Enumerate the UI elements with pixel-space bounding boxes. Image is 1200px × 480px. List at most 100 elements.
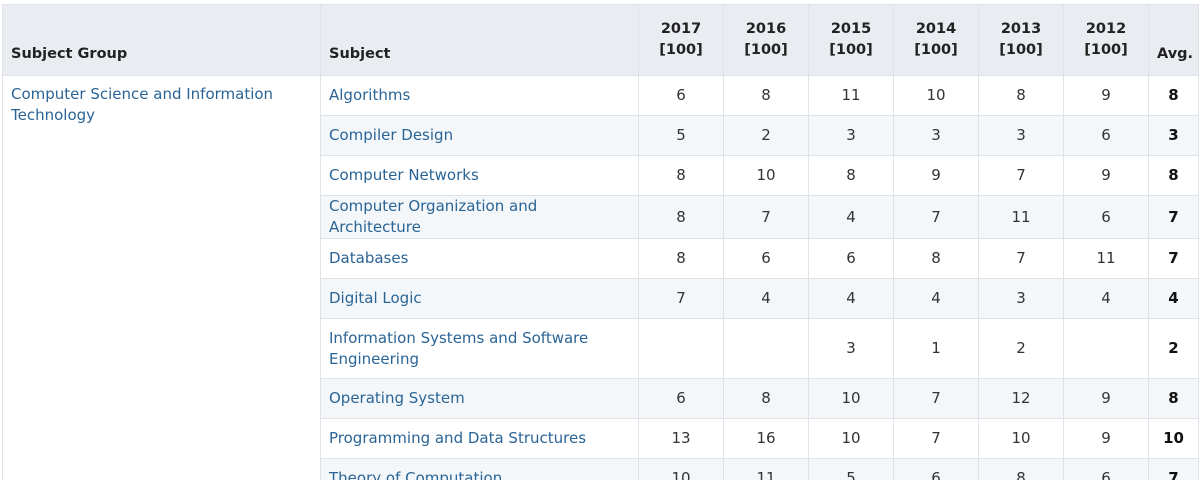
value-cell: 10 bbox=[808, 378, 894, 419]
value-cell: 9 bbox=[893, 155, 979, 196]
value-cell: 8 bbox=[808, 155, 894, 196]
value-cell: 8 bbox=[638, 195, 724, 239]
value-cell: 6 bbox=[723, 238, 809, 279]
value-cell: 6 bbox=[638, 75, 724, 116]
value-cell: 2 bbox=[723, 115, 809, 156]
subject-link-information-systems[interactable]: Information Systems and Software Enginee… bbox=[329, 328, 589, 368]
value-cell: 9 bbox=[1063, 75, 1149, 116]
value-cell: 1 bbox=[893, 318, 979, 379]
value-cell: 9 bbox=[1063, 418, 1149, 459]
average-cell: 7 bbox=[1148, 238, 1199, 279]
value-cell: 8 bbox=[978, 458, 1064, 480]
header-year-2016: 2016 [100] bbox=[723, 4, 809, 76]
average-cell: 7 bbox=[1148, 458, 1199, 480]
subject-link-operating-system[interactable]: Operating System bbox=[329, 389, 465, 407]
value-cell: 11 bbox=[808, 75, 894, 116]
value-cell: 6 bbox=[1063, 115, 1149, 156]
subject-cell: Programming and Data Structures bbox=[320, 418, 639, 459]
value-cell: 6 bbox=[893, 458, 979, 480]
subject-group-link[interactable]: Computer Science and Information Technol… bbox=[11, 85, 274, 124]
value-cell bbox=[723, 318, 809, 379]
average-cell: 2 bbox=[1148, 318, 1199, 379]
header-max-marks: [100] bbox=[829, 42, 873, 58]
header-max-marks: [100] bbox=[914, 42, 958, 58]
subject-cell: Operating System bbox=[320, 378, 639, 419]
table-row: Theory of Computation 10 11 5 6 8 6 7 bbox=[3, 458, 1199, 480]
subject-link-digital-logic[interactable]: Digital Logic bbox=[329, 289, 422, 307]
value-cell: 4 bbox=[723, 278, 809, 319]
table-row: Computer Science and Information Technol… bbox=[2, 75, 1199, 480]
average-cell: 3 bbox=[1148, 115, 1199, 156]
value-cell: 4 bbox=[1063, 278, 1149, 319]
value-cell: 8 bbox=[638, 155, 724, 196]
subject-cell: Compiler Design bbox=[320, 115, 639, 156]
subject-cell: Information Systems and Software Enginee… bbox=[320, 318, 639, 379]
subject-cell: Computer Networks bbox=[320, 155, 639, 196]
value-cell: 2 bbox=[978, 318, 1064, 379]
table-row: Operating System 6 8 10 7 12 9 8 bbox=[3, 378, 1199, 419]
average-cell: 10 bbox=[1148, 418, 1199, 459]
value-cell: 3 bbox=[893, 115, 979, 156]
header-year: 2013 bbox=[1000, 21, 1042, 37]
subject-link-programming-data-structures[interactable]: Programming and Data Structures bbox=[329, 429, 587, 447]
value-cell: 3 bbox=[978, 115, 1064, 156]
value-cell: 16 bbox=[723, 418, 809, 459]
subject-group-cell: Computer Science and Information Technol… bbox=[2, 75, 321, 480]
table-row: Information Systems and Software Enginee… bbox=[3, 318, 1199, 379]
header-average: Avg. bbox=[1148, 4, 1199, 76]
value-cell: 3 bbox=[808, 318, 894, 379]
header-year: 2015 bbox=[830, 21, 872, 37]
header-max-marks: [100] bbox=[659, 42, 703, 58]
subject-link-algorithms[interactable]: Algorithms bbox=[329, 86, 411, 104]
average-cell: 4 bbox=[1148, 278, 1199, 319]
header-year-2017: 2017 [100] bbox=[638, 4, 724, 76]
value-cell: 4 bbox=[808, 278, 894, 319]
value-cell: 10 bbox=[638, 458, 724, 480]
subject-cell: Databases bbox=[320, 238, 639, 279]
header-year-2013: 2013 [100] bbox=[978, 4, 1064, 76]
header-row: Subject Group Subject 2017 [100] 2016 [100… bbox=[2, 4, 1199, 76]
value-cell: 4 bbox=[808, 195, 894, 239]
value-cell bbox=[638, 318, 724, 379]
subject-link-computer-networks[interactable]: Computer Networks bbox=[329, 166, 479, 184]
header-subject-group: Subject Group bbox=[2, 4, 321, 76]
table-row: Digital Logic 7 4 4 4 3 4 4 bbox=[3, 278, 1199, 319]
value-cell: 7 bbox=[638, 278, 724, 319]
header-subject: Subject bbox=[320, 4, 639, 76]
value-cell: 8 bbox=[723, 75, 809, 116]
header-year-2012: 2012 [100] bbox=[1063, 4, 1149, 76]
value-cell: 4 bbox=[893, 278, 979, 319]
subject-link-databases[interactable]: Databases bbox=[329, 249, 409, 267]
average-cell: 8 bbox=[1148, 378, 1199, 419]
value-cell: 8 bbox=[723, 378, 809, 419]
value-cell: 5 bbox=[638, 115, 724, 156]
subject-marks-table: Subject Group Subject 2017 [100] 2016 [100… bbox=[2, 4, 1199, 480]
table-row: Computer Networks 8 10 8 9 7 9 8 bbox=[3, 155, 1199, 196]
subject-cell: Digital Logic bbox=[320, 278, 639, 319]
value-cell: 13 bbox=[638, 418, 724, 459]
subject-link-compiler-design[interactable]: Compiler Design bbox=[329, 126, 454, 144]
value-cell: 5 bbox=[808, 458, 894, 480]
subject-link-computer-organization[interactable]: Computer Organization and Architecture bbox=[329, 197, 538, 236]
header-year: 2012 bbox=[1085, 21, 1127, 37]
subject-link-theory-of-computation[interactable]: Theory of Computation bbox=[329, 469, 503, 480]
value-cell: 10 bbox=[978, 418, 1064, 459]
value-cell: 11 bbox=[1063, 238, 1149, 279]
value-cell bbox=[1063, 318, 1149, 379]
header-max-marks: [100] bbox=[744, 42, 788, 58]
value-cell: 7 bbox=[893, 378, 979, 419]
header-year: 2014 bbox=[915, 21, 957, 37]
value-cell: 7 bbox=[978, 238, 1064, 279]
header-year: 2017 bbox=[660, 21, 702, 37]
average-cell: 7 bbox=[1148, 195, 1199, 239]
value-cell: 9 bbox=[1063, 378, 1149, 419]
value-cell: 9 bbox=[1063, 155, 1149, 196]
subject-cell: Algorithms bbox=[320, 75, 639, 116]
value-cell: 8 bbox=[978, 75, 1064, 116]
value-cell: 10 bbox=[723, 155, 809, 196]
value-cell: 6 bbox=[1063, 195, 1149, 239]
subject-cell: Computer Organization and Architecture bbox=[320, 195, 639, 239]
value-cell: 12 bbox=[978, 378, 1064, 419]
value-cell: 6 bbox=[1063, 458, 1149, 480]
